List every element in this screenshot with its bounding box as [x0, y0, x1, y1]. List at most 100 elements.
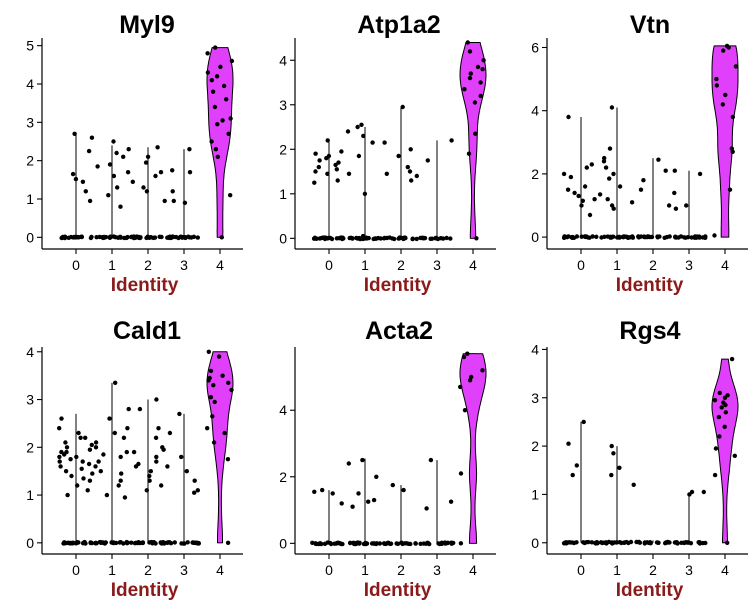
data-point	[473, 131, 478, 136]
data-point	[609, 105, 615, 110]
violin-group-4	[459, 353, 487, 544]
data-point	[472, 100, 478, 105]
data-point	[141, 185, 146, 190]
x-tick-label: 1	[361, 257, 369, 273]
data-point	[153, 173, 158, 179]
data-point	[86, 148, 92, 154]
data-point	[212, 399, 217, 405]
panel-title: Vtn	[630, 11, 670, 39]
data-point	[654, 540, 660, 545]
data-point	[570, 234, 575, 240]
panel-cald1: Cald1 0 1 2 3 4 0 1 2 3 4 Identity	[26, 317, 243, 601]
data-point	[584, 165, 589, 170]
y-tick-label: 0	[26, 229, 34, 245]
violin-group-4	[206, 351, 234, 544]
data-point	[213, 45, 218, 50]
y-tick-label: 5	[26, 38, 34, 54]
data-point	[124, 235, 129, 241]
data-point	[190, 540, 196, 545]
data-point	[664, 234, 670, 240]
data-point	[87, 447, 93, 452]
data-point	[355, 124, 360, 130]
data-point	[81, 476, 86, 481]
data-point	[313, 151, 318, 156]
data-point	[220, 373, 225, 378]
data-point	[213, 147, 219, 152]
data-point	[205, 70, 211, 75]
data-point	[401, 487, 406, 493]
x-tick-label: 3	[433, 257, 441, 273]
data-point	[187, 147, 192, 152]
data-point	[475, 64, 481, 70]
data-point	[421, 541, 426, 546]
data-point	[729, 356, 735, 362]
data-point	[229, 387, 234, 393]
data-point	[167, 430, 173, 436]
data-point	[124, 449, 129, 455]
data-point	[103, 234, 109, 240]
panel-myl9: Myl9 0 1 2 3 4 5 0 1 2 3 4 Identity	[26, 11, 243, 296]
data-point	[733, 64, 739, 69]
data-point	[429, 236, 435, 241]
data-point	[387, 235, 392, 240]
data-point	[726, 45, 731, 50]
data-point	[409, 178, 414, 183]
data-point	[157, 234, 162, 239]
data-point	[684, 203, 689, 208]
data-point	[89, 135, 95, 140]
data-point	[94, 235, 99, 240]
data-point	[182, 235, 188, 240]
data-point	[209, 139, 214, 144]
x-tick-label: 0	[72, 562, 80, 578]
data-point	[480, 368, 485, 373]
data-point	[154, 459, 159, 464]
data-point	[346, 171, 352, 176]
data-point	[642, 234, 647, 240]
data-point	[371, 497, 377, 503]
y-tick-label: 4	[279, 402, 287, 418]
data-point	[211, 440, 217, 445]
data-point	[611, 451, 616, 456]
data-point	[126, 147, 131, 152]
data-point	[396, 153, 401, 159]
data-point	[703, 540, 708, 546]
data-point	[216, 354, 222, 359]
data-point	[171, 198, 176, 204]
data-point	[581, 540, 586, 545]
data-point	[727, 187, 733, 192]
data-point	[121, 435, 127, 440]
data-point	[581, 419, 586, 425]
data-point	[666, 203, 672, 208]
data-point	[187, 235, 192, 240]
x-tick-label: 1	[613, 562, 621, 578]
data-point	[168, 235, 174, 241]
data-point	[79, 466, 84, 471]
data-point	[594, 234, 599, 239]
data-point	[382, 140, 387, 145]
y-tick-label: 0	[26, 535, 34, 551]
data-point	[121, 154, 126, 159]
data-point	[72, 131, 77, 136]
data-point	[609, 235, 614, 240]
data-point	[466, 151, 472, 156]
data-point	[722, 424, 727, 429]
data-point	[730, 114, 735, 120]
data-point	[179, 454, 184, 460]
data-point	[425, 158, 430, 163]
data-point	[601, 159, 607, 164]
data-point	[641, 178, 646, 183]
data-point	[723, 410, 728, 415]
data-point	[602, 155, 607, 161]
x-tick-label: 3	[180, 257, 188, 273]
data-point	[597, 192, 603, 197]
data-point	[93, 445, 99, 450]
data-point	[451, 540, 456, 546]
data-point	[116, 235, 121, 240]
data-point	[147, 473, 152, 479]
data-point	[160, 540, 166, 545]
data-point	[584, 540, 589, 545]
data-point	[458, 541, 464, 546]
data-point	[672, 168, 677, 173]
data-point	[656, 157, 661, 162]
violin-group-4	[206, 47, 234, 238]
